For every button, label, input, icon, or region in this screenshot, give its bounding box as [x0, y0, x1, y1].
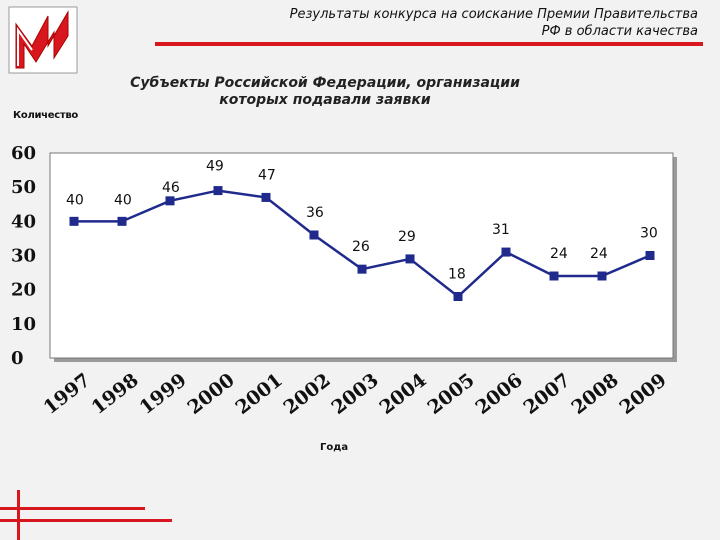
data-label: 49	[206, 159, 224, 175]
y-tick-label: 30	[11, 246, 36, 267]
data-point	[309, 230, 319, 240]
data-point	[165, 196, 175, 206]
data-label: 46	[162, 180, 180, 196]
x-tick-label: 1999	[136, 369, 191, 419]
data-label: 31	[492, 222, 510, 238]
x-tick-label: 1998	[88, 369, 143, 419]
data-point	[405, 254, 415, 264]
data-point	[261, 192, 271, 202]
x-tick-label: 2006	[472, 369, 527, 419]
header-title-line-1: Результаты конкурса на соискание Премии …	[289, 7, 698, 22]
x-tick-label: 2004	[376, 369, 431, 419]
data-label: 36	[306, 205, 324, 221]
x-tick-label: 2005	[424, 369, 479, 419]
header-title: Результаты конкурса на соискание Премии …	[178, 6, 698, 40]
y-tick-label: 50	[11, 177, 36, 198]
chart-subtitle-line-1: Субъекты Российской Федерации, организац…	[130, 75, 520, 91]
y-tick-label: 60	[11, 143, 36, 164]
data-point	[549, 271, 559, 281]
x-tick-label: 2000	[184, 369, 239, 419]
footer-decoration	[0, 490, 172, 540]
data-point	[597, 271, 607, 281]
data-label: 30	[640, 226, 658, 242]
data-point	[117, 216, 127, 226]
data-point	[453, 292, 463, 301]
data-point	[501, 247, 511, 257]
data-point	[357, 264, 367, 274]
y-tick-label: 20	[11, 280, 36, 301]
data-point	[645, 251, 655, 260]
data-point	[213, 186, 223, 196]
data-label: 18	[448, 267, 466, 283]
y-tick-label: 40	[11, 211, 36, 232]
x-axis-title: Года	[320, 442, 349, 453]
data-label: 24	[590, 246, 608, 262]
logo-icon	[8, 6, 78, 74]
x-tick-label: 2003	[328, 369, 383, 419]
x-tick-label: 2002	[280, 369, 335, 419]
x-tick-label: 2007	[520, 369, 575, 419]
data-label: 24	[550, 246, 568, 262]
x-tick-label: 2009	[616, 369, 671, 419]
x-tick-label: 2008	[568, 369, 623, 419]
data-label: 26	[352, 239, 370, 255]
chart-subtitle: Субъекты Российской Федерации, организац…	[110, 75, 540, 109]
y-tick-label: 0	[11, 348, 24, 369]
data-label: 29	[398, 229, 416, 245]
header-title-line-2: РФ в области качества	[541, 24, 698, 39]
x-tick-label: 1997	[40, 369, 95, 419]
header-divider	[155, 42, 703, 46]
data-label: 40	[114, 192, 132, 208]
data-point	[69, 216, 79, 226]
data-label: 47	[258, 167, 276, 183]
x-tick-label: 2001	[232, 369, 287, 419]
y-axis-title: Количество	[13, 110, 78, 121]
chart-subtitle-line-2: которых подавали заявки	[219, 92, 431, 108]
y-tick-label: 10	[11, 314, 36, 335]
data-label: 40	[66, 192, 84, 208]
plot-area	[49, 152, 674, 359]
